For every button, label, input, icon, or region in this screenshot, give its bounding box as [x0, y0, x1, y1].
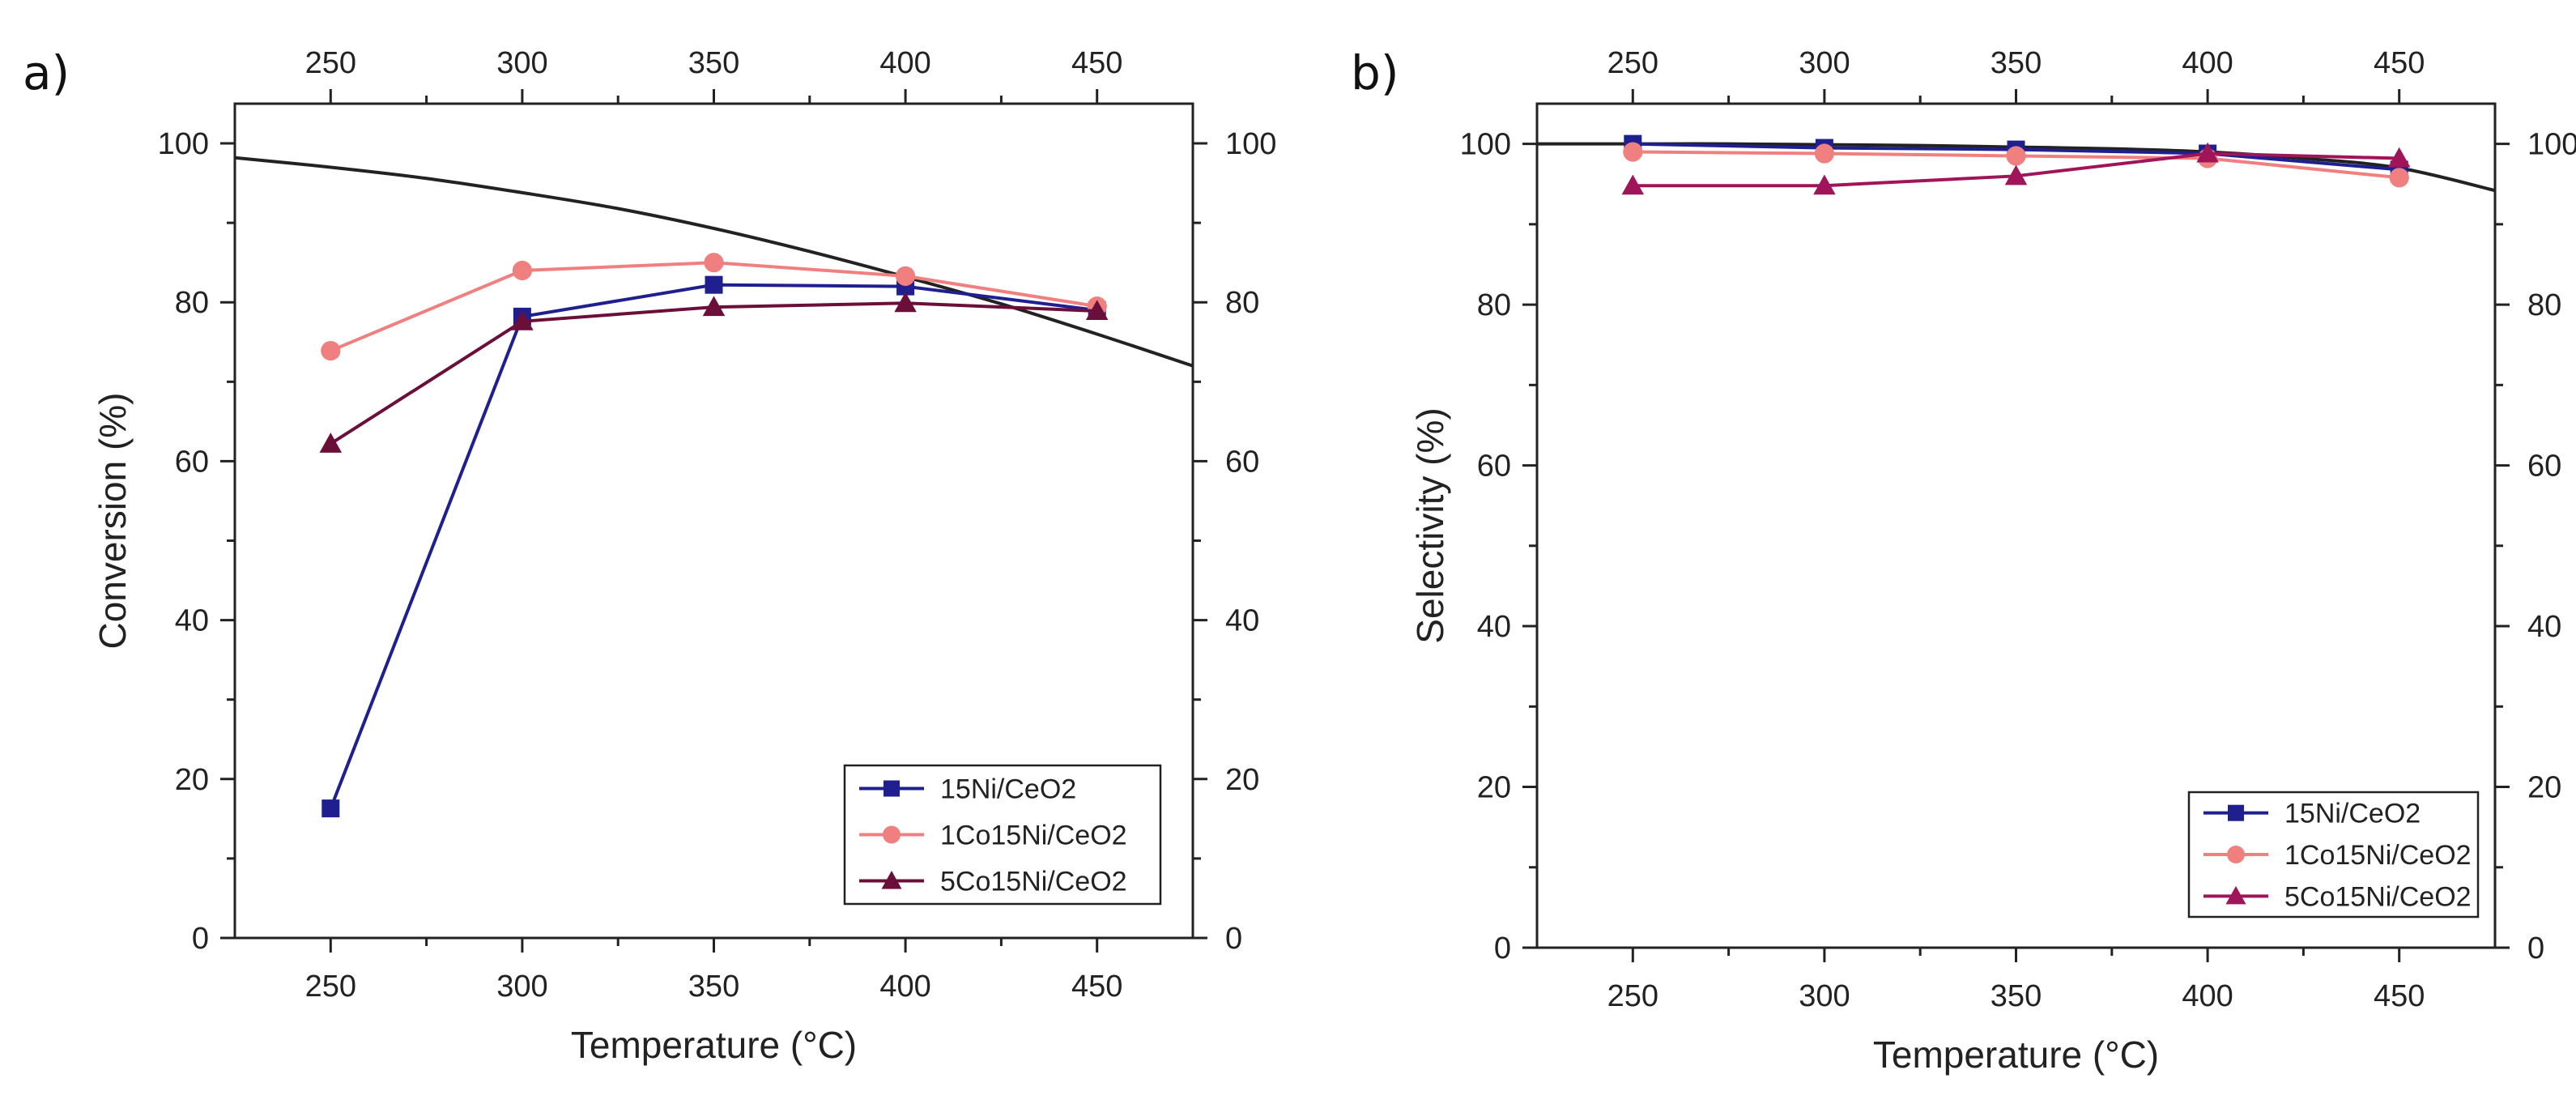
x-axis-title: Temperature (°C): [571, 1024, 857, 1066]
data-point: [2004, 164, 2028, 185]
series-15ni-ceo2: [321, 275, 1106, 818]
top-x-tick-label: 350: [1991, 46, 2042, 80]
legend-entry: 5Co15Ni/CeO2: [2284, 881, 2472, 912]
y-tick-label: 0: [1494, 931, 1511, 965]
top-x-tick-label: 400: [2182, 46, 2233, 80]
x-tick-label: 250: [1607, 979, 1658, 1013]
legend-marker: [2225, 885, 2246, 905]
data-point: [2006, 146, 2026, 166]
top-x-tick-label: 250: [1607, 46, 1658, 80]
y-tick-label: 60: [175, 445, 209, 479]
data-point: [705, 275, 723, 294]
x-tick-label: 300: [496, 970, 547, 1004]
legend-entry: 15Ni/CeO2: [940, 774, 1076, 805]
x-axis-title: Temperature (°C): [1873, 1034, 2159, 1076]
legend-entry: 5Co15Ni/CeO2: [940, 867, 1127, 897]
legend-entry: 1Co15Ni/CeO2: [2284, 840, 2472, 871]
y-axis-title: Selectivity (%): [1409, 407, 1451, 643]
top-x-tick-label: 450: [2374, 46, 2425, 80]
legend-entry: 15Ni/CeO2: [2284, 799, 2421, 829]
y-tick-label: 80: [1477, 288, 1511, 322]
legend-marker: [881, 871, 902, 889]
legend-marker: [883, 825, 901, 844]
panel-label: b): [1351, 45, 1399, 100]
data-point: [1621, 174, 1645, 195]
data-point: [896, 266, 916, 286]
y-axis-title: Conversion (%): [92, 393, 134, 650]
data-point: [319, 433, 343, 453]
data-point: [321, 799, 340, 818]
right-y-tick-label: 100: [1225, 127, 1276, 161]
right-y-tick-label: 60: [2527, 450, 2561, 484]
right-y-tick-label: 40: [2527, 610, 2561, 644]
data-point: [704, 253, 724, 273]
top-x-tick-label: 350: [688, 46, 739, 80]
top-x-tick-label: 250: [305, 46, 356, 80]
data-point: [1085, 300, 1109, 321]
x-tick-label: 350: [688, 970, 739, 1004]
x-tick-label: 350: [1991, 979, 2042, 1013]
y-tick-label: 20: [175, 763, 209, 797]
panel-label: a): [23, 45, 70, 100]
right-y-tick-label: 0: [2527, 931, 2544, 965]
right-y-tick-label: 80: [2527, 288, 2561, 322]
x-tick-label: 400: [879, 970, 930, 1004]
top-x-tick-label: 300: [1799, 46, 1850, 80]
data-point: [2387, 147, 2411, 168]
data-point: [512, 260, 533, 281]
data-point: [1813, 174, 1836, 195]
legend-marker: [2228, 804, 2244, 821]
legend-entry: 1Co15Ni/CeO2: [940, 821, 1127, 851]
legend-marker: [884, 780, 900, 797]
series-5co15ni-ceo2: [1621, 142, 2411, 195]
series-5co15ni-ceo2: [319, 292, 1109, 453]
right-y-tick-label: 20: [1225, 763, 1259, 797]
top-x-tick-label: 450: [1071, 46, 1122, 80]
data-point: [2196, 142, 2219, 163]
data-point: [321, 340, 341, 361]
top-x-tick-label: 300: [496, 46, 547, 80]
equilibrium-curve: [235, 156, 1193, 368]
x-tick-label: 450: [2374, 979, 2425, 1013]
series-line: [330, 301, 1097, 445]
right-y-tick-label: 40: [1225, 604, 1259, 638]
y-tick-label: 20: [1477, 771, 1511, 805]
series-line: [329, 283, 1097, 809]
y-tick-label: 100: [1460, 128, 1511, 162]
y-tick-label: 60: [1477, 450, 1511, 484]
x-tick-label: 300: [1799, 979, 1850, 1013]
top-x-tick-label: 400: [879, 46, 930, 80]
legend-marker: [2227, 846, 2245, 863]
y-tick-label: 0: [192, 922, 209, 956]
right-y-tick-label: 100: [2527, 128, 2576, 162]
data-point: [702, 296, 726, 317]
y-tick-label: 40: [175, 604, 209, 638]
data-point: [1623, 142, 1643, 162]
x-tick-label: 450: [1071, 970, 1122, 1004]
x-tick-label: 250: [305, 970, 356, 1004]
right-y-tick-label: 60: [1225, 445, 1259, 479]
y-tick-label: 100: [158, 127, 209, 161]
right-y-tick-label: 80: [1225, 286, 1259, 320]
data-point: [1814, 143, 1834, 164]
y-tick-label: 40: [1477, 610, 1511, 644]
right-y-tick-label: 20: [2527, 771, 2561, 805]
data-point: [2389, 168, 2409, 188]
data-point: [511, 310, 534, 330]
y-tick-label: 80: [175, 286, 209, 320]
right-y-tick-label: 0: [1225, 922, 1242, 956]
x-tick-label: 400: [2182, 979, 2233, 1013]
data-point: [894, 292, 917, 313]
